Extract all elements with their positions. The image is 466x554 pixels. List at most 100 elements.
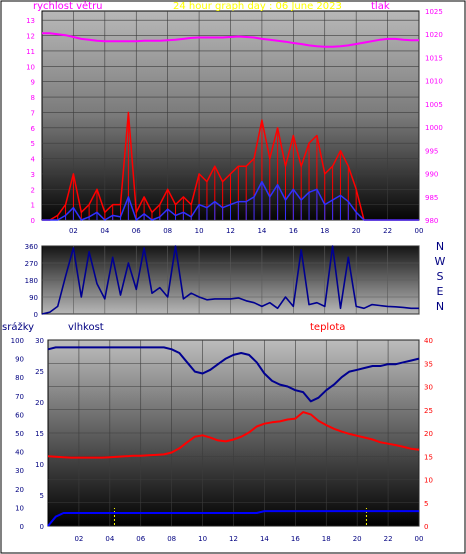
temp-panel-grid (48, 339, 420, 527)
direction-y-tick-360: 360 (25, 243, 38, 251)
wind-y-tick-4: 4 (31, 156, 36, 164)
direction-series-wind-direction (41, 245, 419, 315)
rain-y-tick-30: 30 (15, 467, 24, 475)
wind-panel-series (42, 32, 419, 221)
wind-y-tick-3: 3 (31, 171, 35, 179)
wind-x-tick-16: 16 (289, 227, 298, 235)
humidity-y-tick-25: 25 (35, 368, 44, 376)
wind-speed-axis-label: rychlost větru (33, 0, 103, 12)
wind-x-tick-08: 08 (163, 227, 172, 235)
compass-label-2: S (437, 270, 444, 283)
pressure-y-tick-1020: 1020 (425, 31, 443, 39)
rain-y-tick-60: 60 (15, 411, 24, 419)
temperature-y-tick-20: 20 (424, 430, 433, 438)
wind-x-tick-00: 00 (415, 227, 424, 235)
compass-label-3: E (437, 285, 444, 298)
temp-series-vlhkost (47, 346, 420, 403)
humidity-y-tick-15: 15 (35, 430, 44, 438)
temp-x-tick-18: 18 (322, 535, 331, 543)
wind-series-tlak (42, 32, 419, 48)
wind-x-tick-14: 14 (257, 227, 266, 235)
wind-x-tick-12: 12 (226, 227, 235, 235)
rain-y-tick-80: 80 (15, 374, 24, 382)
wind-y-tick-2: 2 (31, 186, 35, 194)
rain-y-tick-50: 50 (15, 430, 24, 438)
compass-label-1: W (435, 255, 446, 268)
humidity-y-tick-0: 0 (40, 523, 44, 531)
temp-x-tick-00: 00 (415, 535, 424, 543)
temp-x-tick-22: 22 (384, 535, 393, 543)
temperature-y-tick-40: 40 (424, 337, 433, 345)
temp-panel-series (47, 346, 420, 527)
pressure-y-tick-1010: 1010 (425, 78, 443, 86)
pressure-y-tick-990: 990 (425, 171, 438, 179)
wind-panel-axes: 02 04 06 08 10 12 14 16 18 20 22 000123456789101112… (26, 8, 443, 235)
wind-y-tick-9: 9 (31, 79, 35, 87)
rain-y-tick-40: 40 (15, 449, 24, 457)
temp-panel-axes: 02 04 06 08 10 12 14 16 18 20 22 000510152025303540… (11, 337, 433, 543)
pressure-axis-label: tlak (371, 1, 390, 12)
rain-y-tick-20: 20 (15, 486, 24, 494)
wind-y-tick-11: 11 (26, 48, 35, 56)
direction-y-tick-270: 270 (25, 260, 38, 268)
temp-series-teplota (47, 411, 420, 459)
temperature-y-tick-35: 35 (424, 360, 433, 368)
pressure-y-tick-1005: 1005 (425, 101, 443, 109)
temperature-y-tick-5: 5 (424, 500, 428, 508)
humidity-axis-label: vlhkost (68, 322, 104, 333)
temp-x-tick-20: 20 (353, 535, 362, 543)
chart-title: 24 hour graph day : 06 June 2023 (173, 1, 342, 12)
temp-x-tick-02: 02 (74, 535, 83, 543)
wind-series-wind (42, 180, 419, 221)
direction-panel-series (41, 245, 419, 315)
wind-y-tick-6: 6 (31, 125, 36, 133)
rain-y-tick-70: 70 (15, 393, 24, 401)
wind-y-tick-5: 5 (31, 140, 35, 148)
wind-x-tick-04: 04 (100, 227, 109, 235)
temperature-y-tick-25: 25 (424, 407, 433, 415)
temperature-y-tick-15: 15 (424, 453, 433, 461)
humidity-y-tick-5: 5 (40, 492, 44, 500)
pressure-y-tick-1015: 1015 (425, 54, 443, 62)
wind-x-tick-10: 10 (195, 227, 204, 235)
temp-x-tick-06: 06 (136, 535, 145, 543)
humidity-y-tick-30: 30 (35, 337, 44, 345)
temp-series-sr-ky (47, 510, 419, 527)
temperature-y-tick-0: 0 (424, 523, 428, 531)
direction-y-tick-180: 180 (25, 277, 38, 285)
direction-y-tick-0: 0 (34, 311, 38, 319)
wind-x-tick-06: 06 (132, 227, 141, 235)
wind-y-tick-10: 10 (26, 63, 35, 71)
humidity-y-tick-20: 20 (35, 399, 44, 407)
rain-axis-label: srážky (2, 321, 34, 333)
direction-y-tick-90: 90 (29, 294, 38, 302)
wind-x-tick-22: 22 (383, 227, 392, 235)
pressure-y-tick-1000: 1000 (425, 124, 443, 132)
wind-x-tick-18: 18 (320, 227, 329, 235)
wind-y-tick-1: 1 (31, 202, 35, 210)
rain-y-tick-90: 90 (15, 356, 24, 364)
temp-x-tick-04: 04 (105, 535, 114, 543)
wind-x-tick-20: 20 (352, 227, 361, 235)
temp-x-tick-08: 08 (167, 535, 176, 543)
temp-x-tick-10: 10 (198, 535, 207, 543)
rain-y-tick-100: 100 (11, 337, 24, 345)
rain-y-tick-10: 10 (15, 504, 24, 512)
pressure-y-tick-1025: 1025 (425, 8, 443, 16)
temp-x-tick-14: 14 (260, 535, 269, 543)
wind-y-tick-8: 8 (31, 94, 35, 102)
pressure-y-tick-995: 995 (425, 147, 438, 155)
wind-y-tick-13: 13 (26, 17, 35, 25)
compass-label-4: N (436, 300, 444, 313)
temp-x-tick-16: 16 (291, 535, 300, 543)
wind-y-tick-7: 7 (31, 109, 35, 117)
temperature-y-tick-10: 10 (424, 477, 433, 485)
wind-y-tick-12: 12 (26, 33, 35, 41)
wind-y-tick-0: 0 (31, 217, 35, 225)
pressure-y-tick-985: 985 (425, 194, 438, 202)
wind-x-tick-02: 02 (69, 227, 78, 235)
